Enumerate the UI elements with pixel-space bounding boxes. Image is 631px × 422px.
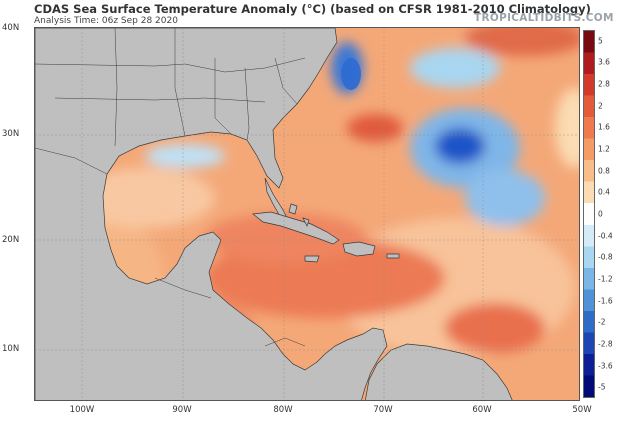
colorbar-tick-label: -2 [598, 317, 606, 327]
colorbar-tick-label: -1.2 [598, 274, 613, 284]
lat-label-10n: 10N [2, 344, 20, 354]
colorbar-tick-label: 0 [598, 209, 603, 219]
map-title: CDAS Sea Surface Temperature Anomaly (°C… [34, 2, 591, 16]
brand-watermark: TROPICALTIDBITS.COM [474, 12, 614, 24]
colorbar-tick-label: 5 [598, 36, 603, 46]
lon-label-80w: 80W [273, 405, 293, 415]
colorbar-tick-label: -1.6 [598, 296, 613, 306]
lat-label-30n: 30N [2, 129, 20, 139]
colorbar-tick-label: -3.6 [598, 361, 613, 371]
land [35, 28, 513, 400]
colorbar-tick-label: 0.4 [598, 187, 610, 197]
lat-label-40n: 40N [2, 23, 20, 33]
colorbar-tick-label: -0.4 [598, 231, 613, 241]
colorbar-tick-label: 3.6 [598, 57, 610, 67]
lon-label-100w: 100W [69, 405, 95, 415]
lon-label-70w: 70W [373, 405, 393, 415]
sst-anomaly-map [34, 27, 580, 401]
political-borders [35, 28, 306, 347]
anomaly-field [35, 28, 579, 400]
colorbar-tick-label: -2.8 [598, 339, 613, 349]
colorbar [583, 30, 595, 398]
lon-label-90w: 90W [172, 405, 192, 415]
lon-label-50w: 50W [572, 405, 592, 415]
map-canvas [35, 28, 579, 400]
lat-label-20n: 20N [2, 235, 20, 245]
colorbar-tick-label: 1.2 [598, 144, 610, 154]
colorbar-tick-label: 2.8 [598, 79, 610, 89]
graticule [35, 28, 579, 400]
lon-label-60w: 60W [472, 405, 492, 415]
colorbar-tick-label: 2 [598, 101, 603, 111]
colorbar-tick-label: -5 [598, 382, 606, 392]
colorbar-tick-label: 1.6 [598, 122, 610, 132]
colorbar-tick-label: -0.8 [598, 252, 613, 262]
analysis-time: Analysis Time: 06z Sep 28 2020 [34, 16, 178, 26]
colorbar-tick-label: 0.8 [598, 166, 610, 176]
